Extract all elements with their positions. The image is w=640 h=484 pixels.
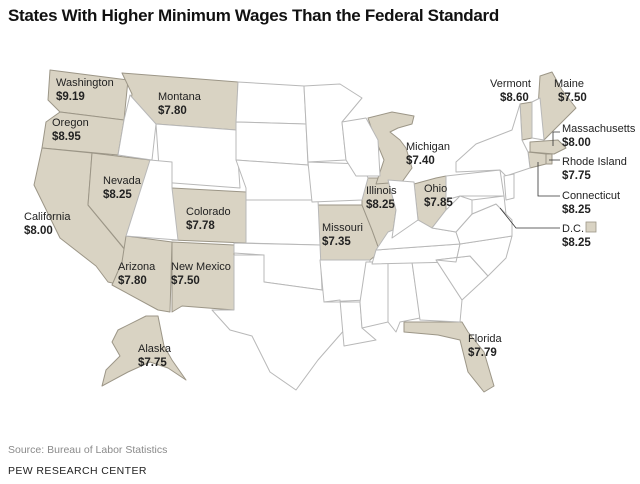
state-texas [211,254,347,391]
state-mississippi [359,261,389,329]
label-alaska-name: Alaska [138,343,172,355]
state-massachusetts[interactable] [529,139,567,155]
label-rhode-island-wage: $7.75 [562,170,591,182]
label-florida-name: Florida [468,333,503,345]
label-washington-name: Washington [56,77,114,89]
label-california-name: California [24,211,71,223]
label-alaska-wage: $7.75 [138,357,167,369]
brand-footer: PEW RESEARCH CENTER [8,465,147,477]
label-new-mexico-name: New Mexico [171,261,231,273]
label-new-mexico-wage: $7.50 [171,275,200,287]
label-colorado-name: Colorado [186,206,231,218]
state-kansas [245,199,321,246]
map-title: States With Higher Minimum Wages Than th… [8,6,499,25]
label-massachusetts-wage: $8.00 [562,137,591,149]
label-vermont-name: Vermont [490,78,531,90]
state-wisconsin [341,117,381,177]
label-washington-wage: $9.19 [56,91,85,103]
label-ohio-name: Ohio [424,183,447,195]
label-montana-wage: $7.80 [158,105,187,117]
label-ohio-wage: $7.85 [424,197,453,209]
state-utah [125,159,179,241]
label-maine-wage: $7.50 [558,92,587,104]
state-connecticut[interactable] [527,151,547,169]
leader-massachusetts [552,131,560,146]
state-new-mexico[interactable] [171,241,235,313]
label-connecticut-name: Connecticut [562,190,620,202]
label-arizona-name: Arizona [118,261,156,273]
label-michigan-wage: $7.40 [406,155,435,167]
label-vermont-wage: $8.60 [500,92,529,104]
dc-legend-swatch [585,221,597,233]
leader-connecticut [537,162,560,197]
label-massachusetts-name: Massachusetts [562,123,636,135]
state-north-dakota [235,81,307,125]
label-florida-wage: $7.79 [468,347,497,359]
source-note: Source: Bureau of Labor Statistics [8,444,168,456]
state-florida[interactable] [403,321,495,393]
label-dc-name: D.C. [562,223,584,235]
label-maine-name: Maine [554,78,584,90]
label-michigan-name: Michigan [406,141,450,153]
label-oregon-name: Oregon [52,117,89,129]
label-illinois-wage: $8.25 [366,199,395,211]
label-montana-name: Montana [158,91,202,103]
state-michigan[interactable] [367,111,415,185]
state-rhode-island[interactable] [545,153,553,165]
label-connecticut-wage: $8.25 [562,204,591,216]
label-nevada-wage: $8.25 [103,189,132,201]
state-idaho [117,94,157,161]
label-colorado-wage: $7.78 [186,220,215,232]
state-pennsylvania [445,169,505,201]
label-oregon-wage: $8.95 [52,131,81,143]
label-illinois-name: Illinois [366,185,397,197]
state-new-jersey [503,173,515,201]
label-missouri-wage: $7.35 [322,236,351,248]
state-alaska[interactable] [101,315,187,387]
label-rhode-island-name: Rhode Island [562,156,627,168]
state-nebraska [235,159,319,201]
state-new-hampshire [531,97,545,141]
label-dc-wage: $8.25 [562,237,591,249]
state-indiana [387,179,419,239]
state-north-carolina [435,235,513,277]
label-arizona-wage: $7.80 [118,275,147,287]
label-nevada-name: Nevada [103,175,142,187]
state-new-york [455,103,531,177]
state-south-dakota [235,121,309,166]
label-missouri-name: Missouri [322,222,363,234]
label-california-wage: $8.00 [24,225,53,237]
leader-dc [499,207,560,229]
